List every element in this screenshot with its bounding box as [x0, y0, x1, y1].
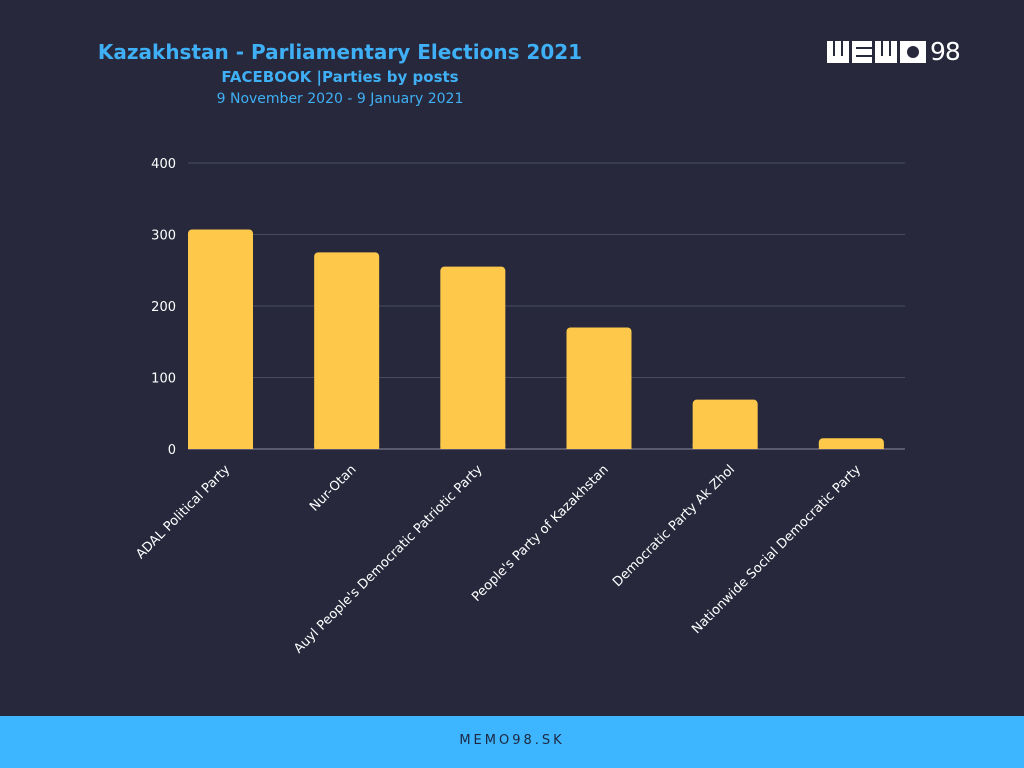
- bar-base: [440, 444, 506, 449]
- x-tick-label: Nur-Otan: [307, 462, 359, 514]
- x-tick-label: People's Party of Kazakhstan: [469, 462, 612, 605]
- y-tick-label: 100: [151, 372, 176, 387]
- x-tick-label: Democratic Party Ak Zhol: [610, 462, 738, 590]
- chart-subtitle: FACEBOOK |Parties by posts: [221, 68, 459, 86]
- footer-link[interactable]: MEMO98.SK: [459, 733, 565, 748]
- bar-base: [566, 444, 632, 449]
- chart-gridlines: [188, 162, 905, 450]
- bar-base: [818, 444, 884, 449]
- chart-title: Kazakhstan - Parliamentary Elections 202…: [97, 40, 583, 64]
- bar-chart: 0 100 200 300 400 ADAL Political Party Nur-Ot…: [133, 157, 905, 657]
- footer-bar: MEMO98.SK: [0, 716, 1024, 768]
- y-axis-ticks: 0 100 200 300 400: [151, 157, 176, 458]
- y-tick-label: 400: [151, 157, 176, 172]
- bar: [692, 399, 758, 449]
- bar: [188, 229, 253, 449]
- bar: [440, 266, 506, 449]
- memo98-logo: [827, 41, 926, 63]
- bar-base: [314, 444, 380, 449]
- date-range: 9 November 2020 - 9 January 2021: [216, 91, 464, 107]
- y-tick-label: 300: [151, 229, 176, 244]
- chart-bars: [188, 229, 884, 449]
- bar: [566, 327, 632, 449]
- bar: [314, 252, 380, 449]
- x-tick-label: ADAL Political Party: [133, 462, 233, 562]
- logo-number: 98: [930, 37, 961, 66]
- y-tick-label: 200: [151, 300, 176, 315]
- y-tick-label: 0: [168, 443, 176, 458]
- bar-base: [188, 444, 253, 449]
- bar-base: [692, 444, 758, 449]
